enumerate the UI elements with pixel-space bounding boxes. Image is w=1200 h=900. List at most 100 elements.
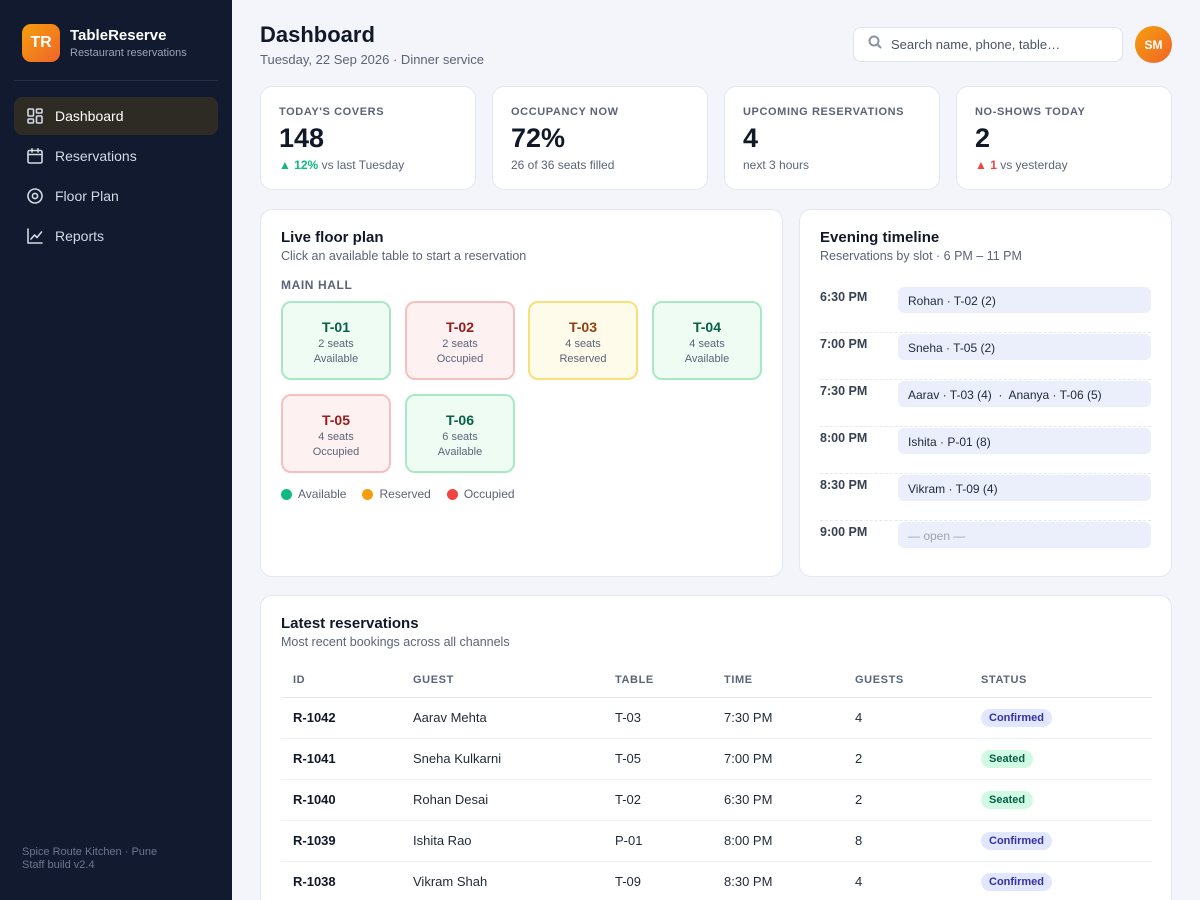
stat-card-occupancy: OCCUPANCY NOW 72% 26 of 36 seats filled — [492, 86, 708, 190]
legend-label: Occupied — [463, 487, 515, 501]
sidebar-item-label: Reports — [55, 228, 105, 244]
status-cell: Seated — [969, 779, 1152, 821]
status-cell: Confirmed — [969, 820, 1152, 862]
floor-plan-icon — [26, 187, 44, 205]
user-avatar[interactable]: SM — [1135, 26, 1172, 63]
latest-title: Latest reservations — [281, 615, 419, 632]
time-cell: 7:00 PM — [712, 738, 843, 780]
build-version: Staff build v2.4 — [22, 859, 95, 871]
table-t-02[interactable]: T-02 2 seats Occupied — [405, 301, 515, 380]
slot-booking[interactable]: Rohan · T-02 (2) — [898, 287, 1151, 313]
sidebar-item-reports[interactable]: Reports — [14, 217, 218, 255]
stat-label: OCCUPANCY NOW — [511, 106, 619, 118]
status-cell: Confirmed — [969, 861, 1152, 900]
table-seats: 6 seats — [442, 431, 478, 443]
timeline-card: Evening timeline Reservations by slot · … — [799, 209, 1172, 577]
table-status: Available — [684, 353, 730, 365]
legend-label: Reserved — [379, 487, 431, 501]
status-badge: Confirmed — [981, 872, 1052, 891]
time-cell: 8:30 PM — [712, 861, 843, 900]
sidebar-item-floor-plan[interactable]: Floor Plan — [14, 177, 218, 215]
slot-time: 7:00 PM — [820, 337, 868, 351]
table-cell: T-03 — [603, 697, 712, 739]
slot-booking[interactable]: Ishita · P-01 (8) — [898, 428, 1151, 454]
calendar-icon — [26, 147, 44, 165]
column-header-status[interactable]: STATUS — [969, 664, 1152, 698]
column-header-id[interactable]: ID — [281, 664, 401, 698]
guests-cell: 2 — [843, 779, 969, 821]
search-input[interactable] — [891, 37, 1111, 52]
reservation-id: R-1039 — [281, 820, 401, 862]
table-status: Available — [313, 353, 359, 365]
sidebar-footer: Spice Route Kitchen · Pune Staff build v… — [22, 846, 157, 872]
table-id: T-01 — [321, 319, 350, 335]
table-seats: 4 seats — [565, 338, 601, 350]
table-cell: T-05 — [603, 738, 712, 780]
table-cell: T-02 — [603, 779, 712, 821]
legend-dot — [446, 488, 458, 500]
legend-occupied: Occupied — [446, 487, 515, 501]
sidebar-item-label: Dashboard — [55, 108, 124, 124]
sidebar-item-label: Reservations — [55, 148, 137, 164]
sidebar-nav: Dashboard Reservations Floor Plan Report… — [14, 97, 218, 257]
slot-booking[interactable]: Sneha · T-05 (2) — [898, 334, 1151, 360]
column-header-time[interactable]: TIME — [712, 664, 843, 698]
table-t-01[interactable]: T-01 2 seats Available — [281, 301, 391, 380]
table-row[interactable]: R-1038 Vikram Shah T-09 8:30 PM 4 Confir… — [281, 861, 1152, 900]
table-row[interactable]: R-1042 Aarav Mehta T-03 7:30 PM 4 Confir… — [281, 697, 1152, 739]
reservation-id: R-1038 — [281, 861, 401, 900]
column-header-guests[interactable]: GUESTS — [843, 664, 969, 698]
brand[interactable]: TR TableReserve Restaurant reservations — [22, 24, 187, 62]
latest-subtitle: Most recent bookings across all channels — [281, 635, 510, 649]
time-cell: 6:30 PM — [712, 779, 843, 821]
floor-plan-card: Live floor plan Click an available table… — [260, 209, 783, 577]
timeline-slot: 8:00 PM Ishita · P-01 (8) — [820, 427, 1151, 474]
sidebar-divider — [14, 80, 218, 81]
guests-cell: 4 — [843, 697, 969, 739]
guests-cell: 8 — [843, 820, 969, 862]
legend-dot — [362, 488, 374, 500]
table-header-row: ID GUEST TABLE TIME GUESTS STATUS — [281, 664, 1152, 698]
table-row[interactable]: R-1039 Ishita Rao P-01 8:00 PM 8 Confirm… — [281, 820, 1152, 862]
table-status: Occupied — [436, 353, 484, 365]
slot-time: 6:30 PM — [820, 290, 868, 304]
table-t-04[interactable]: T-04 4 seats Available — [652, 301, 762, 380]
column-header-table[interactable]: TABLE — [603, 664, 712, 698]
sidebar-item-reservations[interactable]: Reservations — [14, 137, 218, 175]
column-header-guest[interactable]: GUEST — [401, 664, 603, 698]
slot-booking[interactable]: Vikram · T-09 (4) — [898, 475, 1151, 501]
slot-time: 7:30 PM — [820, 384, 868, 398]
table-id: T-05 — [321, 412, 350, 428]
floor-plan-title: Live floor plan — [281, 229, 384, 246]
status-badge: Seated — [981, 790, 1034, 809]
table-seats: 2 seats — [442, 338, 478, 350]
table-row[interactable]: R-1040 Rohan Desai T-02 6:30 PM 2 Seated — [281, 779, 1152, 821]
search-box[interactable] — [853, 27, 1123, 62]
stat-label: UPCOMING RESERVATIONS — [743, 106, 905, 118]
slot-booking[interactable]: Aarav · T-03 (4) · Ananya · T-06 (5) — [898, 381, 1151, 407]
sidebar-item-label: Floor Plan — [55, 188, 119, 204]
reservation-id: R-1042 — [281, 697, 401, 739]
table-id: T-06 — [445, 412, 474, 428]
table-t-05[interactable]: T-05 4 seats Occupied — [281, 394, 391, 473]
stat-note: 26 of 36 seats filled — [511, 158, 615, 172]
page-title: Dashboard — [260, 22, 375, 47]
table-t-03[interactable]: T-03 4 seats Reserved — [528, 301, 638, 380]
status-cell: Confirmed — [969, 697, 1152, 739]
stat-value: 148 — [279, 123, 325, 153]
stat-value: 72% — [511, 123, 566, 153]
table-row[interactable]: R-1041 Sneha Kulkarni T-05 7:00 PM 2 Sea… — [281, 738, 1152, 780]
sidebar-item-dashboard[interactable]: Dashboard — [14, 97, 218, 135]
restaurant-name: Spice Route Kitchen · Pune — [22, 846, 158, 858]
slot-time: 8:30 PM — [820, 478, 868, 492]
slot-open[interactable]: — open — — [898, 522, 1151, 548]
zone-label: MAIN HALL — [281, 278, 353, 292]
table-status: Occupied — [312, 446, 360, 458]
chart-icon — [26, 227, 44, 245]
timeline-slot: 6:30 PM Rohan · T-02 (2) — [820, 286, 1151, 333]
timeline-slots: 6:30 PM Rohan · T-02 (2) 7:00 PM Sneha ·… — [820, 286, 1151, 568]
guest-name: Sneha Kulkarni — [401, 738, 603, 780]
table-t-06[interactable]: T-06 6 seats Available — [405, 394, 515, 473]
slot-time: 8:00 PM — [820, 431, 868, 445]
timeline-subtitle: Reservations by slot · 6 PM – 11 PM — [820, 249, 1022, 263]
